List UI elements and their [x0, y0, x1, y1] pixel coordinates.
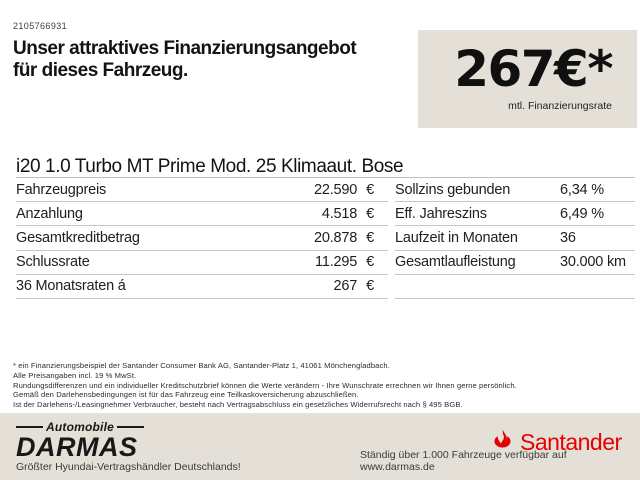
row-label: Gesamtlaufleistung	[395, 254, 516, 271]
table-row: Eff. Jahreszins 6,49 %	[395, 202, 635, 227]
table-row: Anzahlung 4.518 €	[16, 202, 388, 227]
disclaimer-line: * ein Finanzierungsbeispiel der Santande…	[13, 361, 390, 370]
row-label: Sollzins gebunden	[395, 181, 511, 198]
row-label: Gesamtkreditbetrag	[16, 229, 140, 246]
table-row: Schlussrate 11.295 €	[16, 251, 388, 275]
row-value: 4.518	[321, 205, 358, 222]
disclaimer-line: Gemäß den Darlehensbedingungen ist für d…	[13, 390, 359, 400]
offer-id: 2105766931	[13, 21, 68, 31]
row-value: 20.878	[313, 229, 358, 246]
row-label: Anzahlung	[16, 205, 83, 222]
darmas-logo-automobile: Automobile	[46, 420, 114, 434]
monthly-rate-amount: 267€*	[454, 40, 613, 98]
table-row: 36 Monatsraten á 267 €	[16, 275, 388, 299]
table-row-empty	[395, 275, 635, 299]
row-unit: €	[366, 181, 374, 198]
table-row: Laufzeit in Monaten 36	[395, 226, 635, 251]
row-label: Eff. Jahreszins	[395, 205, 487, 222]
table-row: Gesamtlaufleistung 30.000 km	[395, 251, 635, 275]
row-unit: €	[366, 205, 374, 222]
dealer-tagline: Größter Hyundai-Vertragshändler Deutschl…	[16, 461, 241, 473]
row-value: 6,34 %	[560, 181, 604, 198]
row-label: Fahrzeugpreis	[16, 181, 107, 198]
row-label: 36 Monatsraten á	[16, 278, 126, 295]
monthly-rate-box: 267€* mtl. Finanzierungsrate	[418, 30, 637, 128]
table-row: Sollzins gebunden 6,34 %	[395, 178, 635, 203]
finance-table-right-column: Sollzins gebunden 6,34 % Eff. Jahreszins…	[395, 178, 635, 299]
disclaimer-line: Ist der Darlehens-/Leasingnehmer Verbrau…	[13, 400, 463, 410]
logo-rule-left	[16, 426, 43, 428]
santander-logo: Santander	[490, 429, 622, 455]
darmas-logo-wordmark: DARMAS	[16, 432, 138, 462]
row-value: 6,49 %	[560, 205, 604, 222]
page-title-line2: für dieses Fahrzeug.	[13, 60, 188, 81]
table-row: Gesamtkreditbetrag 20.878 €	[16, 226, 388, 251]
vehicle-title: i20 1.0 Turbo MT Prime Mod. 25 Klimaaut.…	[16, 156, 404, 177]
row-value: 30.000 km	[560, 254, 626, 271]
page-title-line1: Unser attraktives Finanzierungsangebot	[13, 38, 357, 59]
monthly-rate-caption: mtl. Finanzierungsrate	[508, 100, 612, 112]
row-value: 267	[333, 278, 358, 295]
logo-rule-right	[117, 426, 144, 428]
row-unit: €	[366, 254, 374, 271]
row-unit: €	[366, 229, 374, 246]
title-divider	[16, 177, 635, 178]
legal-disclaimer: * ein Finanzierungsbeispiel der Santande…	[13, 361, 517, 410]
row-unit: €	[366, 278, 374, 295]
table-row: Fahrzeugpreis 22.590 €	[16, 178, 388, 203]
row-value: 36	[560, 229, 576, 246]
row-label: Laufzeit in Monaten	[395, 229, 518, 246]
santander-flame-icon	[490, 429, 515, 455]
finance-table-left-column: Fahrzeugpreis 22.590 € Anzahlung 4.518 €…	[16, 178, 388, 299]
santander-wordmark: Santander	[520, 428, 622, 455]
footer-band: Automobile DARMAS Santander Größter Hyun…	[0, 413, 640, 480]
row-value: 11.295	[315, 254, 358, 271]
disclaimer-line: Rundungsdifferenzen und ein individuelle…	[13, 380, 517, 390]
row-value: 22.590	[313, 181, 358, 198]
row-label: Schlussrate	[16, 254, 90, 271]
disclaimer-line: Alle Preisangaben incl. 19 % MwSt.	[13, 370, 137, 380]
website-tagline: Ständig über 1.000 Fahrzeuge verfügbar a…	[360, 449, 567, 473]
page-title: Unser attraktives Finanzierungsangebot f…	[13, 38, 357, 82]
darmas-logo-top: Automobile	[16, 421, 144, 433]
darmas-logo: Automobile DARMAS	[16, 421, 144, 461]
